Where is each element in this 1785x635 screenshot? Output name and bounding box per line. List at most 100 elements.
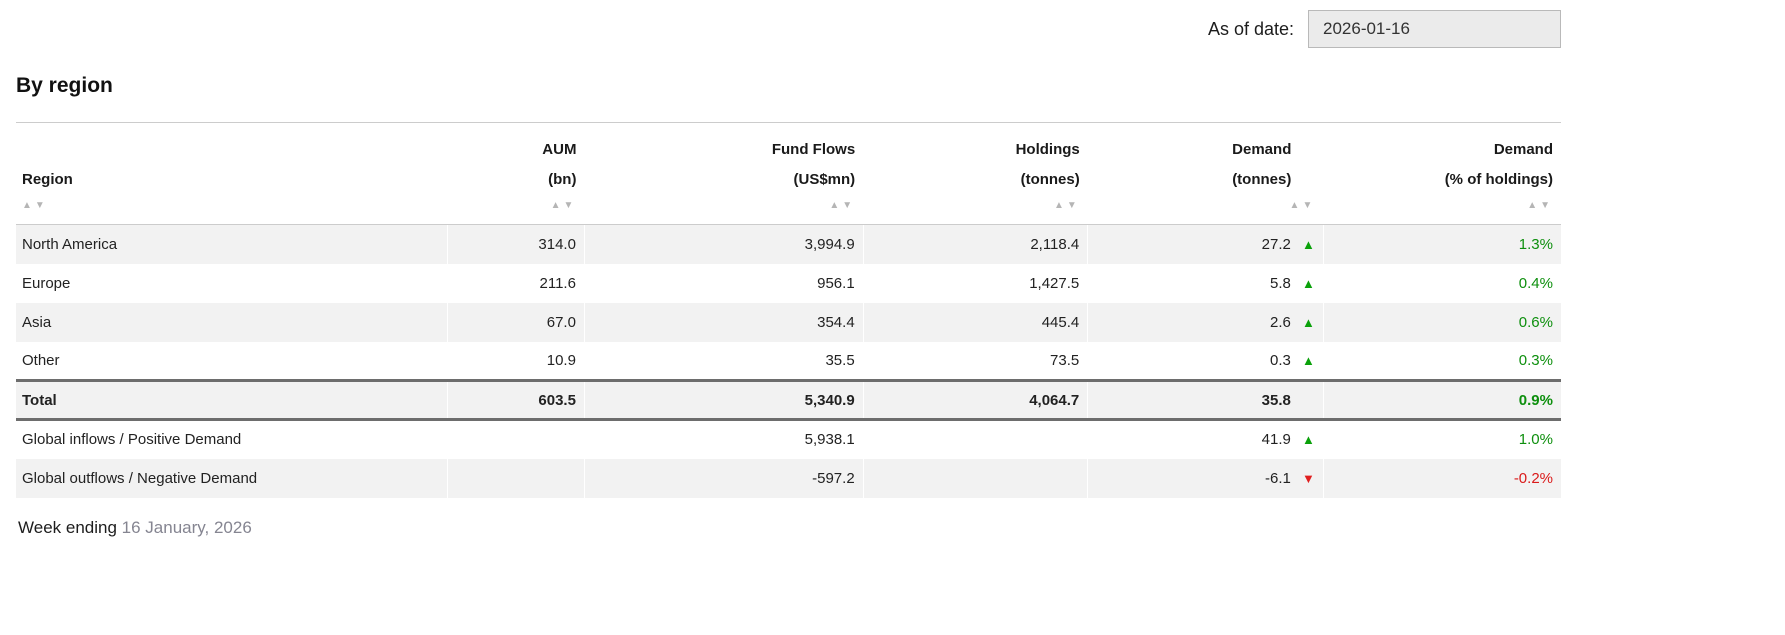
aum-cell xyxy=(446,458,585,498)
region-cell: Total xyxy=(16,379,448,421)
region-cell: Global outflows / Negative Demand xyxy=(22,469,258,487)
fund-flows-cell: 5,938.1 xyxy=(583,419,864,459)
header-line2: (tonnes) xyxy=(1020,171,1080,188)
column-header-demand-tonnes: Demand (tonnes) ▲▼ xyxy=(1087,122,1324,225)
demand-value: 2.6 xyxy=(1270,313,1291,331)
holdings-cell xyxy=(862,419,1088,459)
sort-desc-icon[interactable]: ▼ xyxy=(842,200,856,211)
sort-asc-icon[interactable]: ▲ xyxy=(550,200,564,211)
header-line1: Holdings xyxy=(1015,141,1080,158)
trend-up-icon: ▲ xyxy=(1301,352,1315,368)
demand-pct-cell: 0.3% xyxy=(1322,341,1561,381)
demand-cell: -6.1 ▼ xyxy=(1087,458,1324,498)
header-line2: (US$mn) xyxy=(793,171,856,188)
aum-cell xyxy=(446,419,585,459)
sort-asc-icon[interactable]: ▲ xyxy=(1053,200,1067,211)
aum-cell: 211.6 xyxy=(446,263,585,303)
region-cell: Global inflows / Positive Demand xyxy=(22,431,242,449)
week-ending-date: 16 January, 2026 xyxy=(121,517,252,537)
as-of-date-label: As of date: xyxy=(1207,18,1294,39)
holdings-cell: 73.5 xyxy=(862,341,1088,381)
sort-control-demand-pct[interactable]: ▲▼ xyxy=(1331,200,1553,216)
table-row-global-outflows: Global outflows / Negative Demand -597.2… xyxy=(16,458,1561,498)
demand-pct-cell: 1.3% xyxy=(1322,224,1561,264)
demand-value: 41.9 xyxy=(1261,431,1291,449)
etf-flows-by-region-table: Region ▲▼ AUM (bn) ▲▼ Fund Flows (US$mn)… xyxy=(16,122,1561,498)
aum-cell: 10.9 xyxy=(446,341,585,381)
fund-flows-cell: 35.5 xyxy=(583,341,864,381)
sort-control-fund-flows[interactable]: ▲▼ xyxy=(592,200,855,216)
header-line1 xyxy=(22,135,439,165)
header-line2: (% of holdings) xyxy=(1444,171,1553,188)
sort-desc-icon[interactable]: ▼ xyxy=(1540,200,1553,211)
demand-value: 5.8 xyxy=(1270,274,1291,292)
holdings-cell xyxy=(862,458,1088,498)
sort-asc-icon[interactable]: ▲ xyxy=(1289,200,1303,211)
demand-cell: 27.2 ▲ xyxy=(1087,224,1324,264)
aum-cell: 314.0 xyxy=(446,224,585,264)
as-of-date-input[interactable] xyxy=(1308,10,1561,48)
page-title: By region xyxy=(16,74,113,97)
demand-cell: 5.8 ▲ xyxy=(1087,263,1324,303)
column-header-region: Region ▲▼ xyxy=(16,122,448,225)
fund-flows-cell: 3,994.9 xyxy=(583,224,864,264)
table-row-asia: Asia 67.0 354.4 445.4 2.6 ▲ 0.6% xyxy=(16,302,1561,342)
demand-value: -6.1 xyxy=(1265,469,1291,487)
sort-control-aum[interactable]: ▲▼ xyxy=(455,200,576,216)
demand-value: 0.3 xyxy=(1270,351,1291,369)
table-row-other: Other 10.9 35.5 73.5 0.3 ▲ 0.3% xyxy=(16,341,1561,381)
holdings-cell: 4,064.7 xyxy=(862,379,1088,421)
sort-control-demand-tonnes[interactable]: ▲▼ xyxy=(1096,200,1316,216)
table-header-row: Region ▲▼ AUM (bn) ▲▼ Fund Flows (US$mn)… xyxy=(16,122,1561,225)
trend-up-icon: ▲ xyxy=(1301,432,1315,448)
demand-pct-cell: 0.6% xyxy=(1322,302,1561,342)
demand-cell: 35.8 xyxy=(1087,379,1324,421)
column-header-fund-flows: Fund Flows (US$mn) ▲▼ xyxy=(584,122,864,225)
demand-pct-cell: 0.4% xyxy=(1322,263,1561,303)
region-cell: Europe xyxy=(22,274,71,292)
holdings-cell: 2,118.4 xyxy=(862,224,1088,264)
demand-cell: 0.3 ▲ xyxy=(1087,341,1324,381)
sort-asc-icon[interactable]: ▲ xyxy=(1527,200,1541,211)
demand-pct-cell: -0.2% xyxy=(1322,458,1561,498)
holdings-cell: 1,427.5 xyxy=(862,263,1088,303)
aum-cell: 67.0 xyxy=(446,302,585,342)
trend-down-icon: ▼ xyxy=(1301,470,1315,486)
holdings-cell: 445.4 xyxy=(862,302,1088,342)
demand-cell: 41.9 ▲ xyxy=(1087,419,1324,459)
aum-cell: 603.5 xyxy=(446,379,585,421)
week-ending-label: Week ending xyxy=(18,517,117,537)
sort-asc-icon[interactable]: ▲ xyxy=(829,200,843,211)
column-header-holdings: Holdings (tonnes) ▲▼ xyxy=(863,122,1088,225)
sort-asc-icon[interactable]: ▲ xyxy=(22,200,35,211)
fund-flows-cell: 5,340.9 xyxy=(583,379,864,421)
sort-control-holdings[interactable]: ▲▼ xyxy=(871,200,1080,216)
fund-flows-cell: 956.1 xyxy=(583,263,864,303)
header-line2: (tonnes) xyxy=(1232,171,1292,188)
region-cell: Other xyxy=(22,351,60,369)
as-of-date-row: As of date: xyxy=(16,10,1561,48)
trend-up-icon: ▲ xyxy=(1301,275,1315,291)
column-header-aum: AUM (bn) ▲▼ xyxy=(447,122,585,225)
demand-pct-cell: 1.0% xyxy=(1322,419,1561,459)
sort-desc-icon[interactable]: ▼ xyxy=(1302,200,1316,211)
trend-up-icon: ▲ xyxy=(1301,314,1315,330)
sort-desc-icon[interactable]: ▼ xyxy=(563,200,577,211)
demand-value: 27.2 xyxy=(1261,235,1291,253)
demand-pct-cell: 0.9% xyxy=(1322,379,1561,421)
week-ending-note: Week ending 16 January, 2026 xyxy=(16,518,1561,538)
header-line2: Region xyxy=(22,171,73,188)
demand-value: 35.8 xyxy=(1261,391,1291,409)
header-line1: Demand xyxy=(1493,141,1553,158)
sort-desc-icon[interactable]: ▼ xyxy=(1066,200,1080,211)
table-row-total: Total 603.5 5,340.9 4,064.7 35.8 0.9% xyxy=(16,379,1561,421)
region-cell: North America xyxy=(22,235,118,253)
sort-desc-icon[interactable]: ▼ xyxy=(34,200,48,211)
fund-flows-cell: -597.2 xyxy=(583,458,864,498)
header-line1: AUM xyxy=(542,141,577,158)
header-line1: Fund Flows xyxy=(771,141,856,158)
fund-flows-cell: 354.4 xyxy=(583,302,864,342)
demand-cell: 2.6 ▲ xyxy=(1087,302,1324,342)
header-line2: (bn) xyxy=(548,171,577,188)
sort-control-region[interactable]: ▲▼ xyxy=(22,200,439,216)
